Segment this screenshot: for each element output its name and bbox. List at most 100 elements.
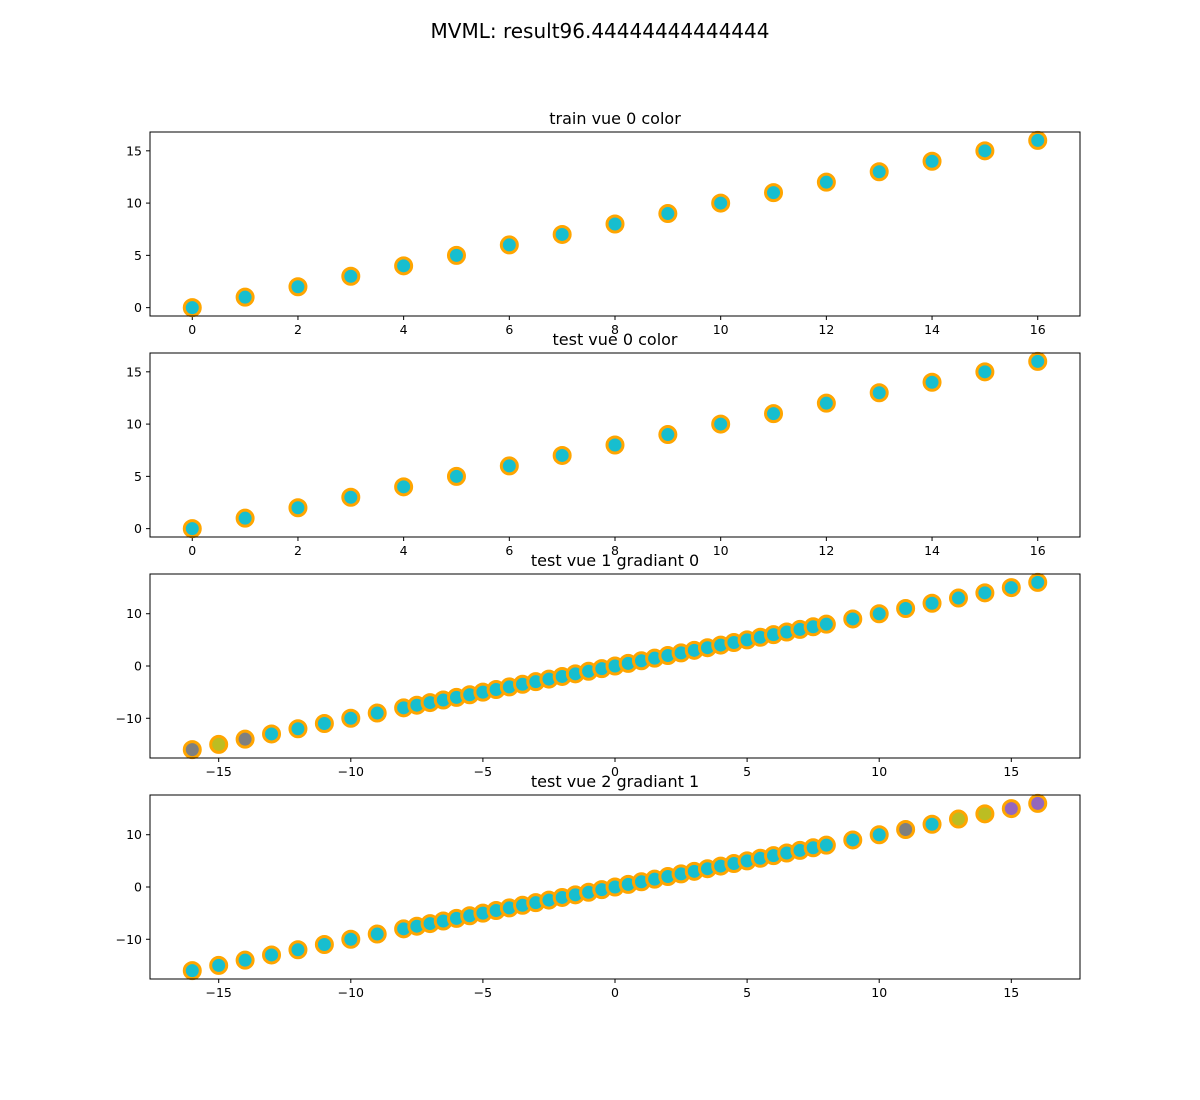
- y-tick-label: 10: [126, 196, 142, 211]
- scatter-point: [1028, 130, 1048, 150]
- x-tick-label: −15: [205, 985, 231, 1000]
- y-tick-label: −10: [116, 711, 142, 726]
- scatter-point: [288, 277, 308, 297]
- x-tick-label: 16: [1030, 543, 1046, 558]
- scatter-point: [1001, 799, 1021, 819]
- scatter-point: [446, 245, 466, 265]
- scatter-point: [341, 929, 361, 949]
- x-tick-label: 0: [188, 543, 196, 558]
- y-tick-label: 0: [134, 659, 142, 674]
- scatter-point: [975, 804, 995, 824]
- scatter-point: [262, 945, 282, 965]
- x-tick-label: 10: [871, 764, 887, 779]
- x-tick-label: 14: [924, 322, 940, 337]
- scatter-point: [552, 445, 572, 465]
- scatter-point: [816, 172, 836, 192]
- x-tick-label: −10: [338, 985, 364, 1000]
- plot-frame: [149, 131, 1081, 317]
- scatter-point: [341, 708, 361, 728]
- y-tick-label: 15: [126, 364, 142, 379]
- scatter-point: [235, 950, 255, 970]
- scatter-point: [816, 835, 836, 855]
- scatter-point: [658, 425, 678, 445]
- scatter-point: [341, 266, 361, 286]
- y-tick-label: 5: [134, 248, 142, 263]
- scatter-point: [869, 162, 889, 182]
- y-tick-label: 10: [126, 417, 142, 432]
- subplot-title: test vue 0 color: [552, 330, 677, 349]
- y-tick-label: 10: [126, 606, 142, 621]
- x-tick-label: 2: [294, 543, 302, 558]
- y-tick-label: 0: [134, 521, 142, 536]
- scatter-point: [869, 825, 889, 845]
- scatter-point: [314, 935, 334, 954]
- scatter-point: [658, 204, 678, 224]
- scatter-point: [1001, 578, 1021, 598]
- scatter-point: [975, 141, 995, 161]
- plot-frame: [149, 352, 1081, 538]
- scatter-point: [262, 724, 282, 744]
- figure-suptitle: MVML: result96.44444444444444: [431, 19, 770, 43]
- y-tick-label: 15: [126, 143, 142, 158]
- scatter-point: [341, 487, 361, 507]
- x-tick-label: 6: [505, 322, 513, 337]
- subplot-title: test vue 2 gradiant 1: [531, 772, 699, 791]
- scatter-point: [843, 830, 863, 850]
- subplot-3: test vue 2 gradiant 1 −15 −10 −5 0 5 10 15 −10 0 1…: [116, 772, 1081, 1000]
- subplot-title: test vue 1 gradiant 0: [531, 551, 699, 570]
- x-tick-label: 10: [713, 322, 729, 337]
- x-tick-label: 0: [611, 764, 619, 779]
- scatter-point: [552, 224, 572, 244]
- scatter-point: [1028, 351, 1048, 371]
- scatter-point: [288, 940, 308, 960]
- scatter-point: [764, 404, 784, 424]
- x-tick-label: 0: [188, 322, 196, 337]
- scatter-point: [182, 298, 202, 318]
- scatter-point: [446, 466, 466, 486]
- x-tick-label: 4: [400, 322, 408, 337]
- scatter-point: [367, 703, 387, 723]
- x-tick-label: 14: [924, 543, 940, 558]
- plot-frame: [149, 573, 1081, 759]
- scatter-point: [816, 393, 836, 413]
- scatter-point: [182, 519, 202, 539]
- x-tick-label: 10: [871, 985, 887, 1000]
- y-tick-label: 5: [134, 469, 142, 484]
- x-tick-label: 5: [743, 985, 751, 1000]
- x-tick-label: 15: [1003, 985, 1019, 1000]
- scatter-point: [711, 414, 731, 434]
- x-tick-label: 8: [611, 322, 619, 337]
- y-tick-label: 10: [126, 827, 142, 842]
- x-tick-label: −5: [474, 985, 492, 1000]
- scatter-point: [182, 740, 202, 760]
- scatter-point: [288, 719, 308, 739]
- scatter-point: [975, 583, 995, 603]
- x-tick-label: 12: [818, 322, 834, 337]
- scatter-point: [843, 609, 863, 629]
- scatter-point: [235, 508, 255, 528]
- scatter-point: [235, 287, 255, 307]
- x-tick-label: −15: [205, 764, 231, 779]
- subplot-0: train vue 0 color 0 2 4 6 8 10 12 14 16 0 5 10 15: [126, 109, 1081, 337]
- subplot-1: test vue 0 color 0 2 4 6 8 10 12 14 16 0 5 10 15: [126, 330, 1081, 558]
- y-tick-label: −10: [116, 932, 142, 947]
- scatter-point: [922, 372, 942, 392]
- x-tick-label: −5: [474, 764, 492, 779]
- scatter-point: [1028, 572, 1048, 592]
- scatter-point: [394, 256, 414, 276]
- x-tick-label: 15: [1003, 764, 1019, 779]
- scatter-point: [314, 714, 334, 733]
- scatter-point: [605, 214, 625, 234]
- plot-frame: [149, 794, 1081, 980]
- scatter-point: [235, 729, 255, 749]
- scatter-point: [288, 498, 308, 518]
- x-tick-label: 16: [1030, 322, 1046, 337]
- scatter-point: [1028, 793, 1048, 813]
- scatter-point: [711, 193, 731, 213]
- scatter-point: [764, 183, 784, 203]
- scatter-point: [922, 151, 942, 171]
- scatter-point: [948, 588, 968, 608]
- subplot-2: test vue 1 gradiant 0 −15 −10 −5 0 5 10 15 −10 0 1…: [116, 551, 1081, 779]
